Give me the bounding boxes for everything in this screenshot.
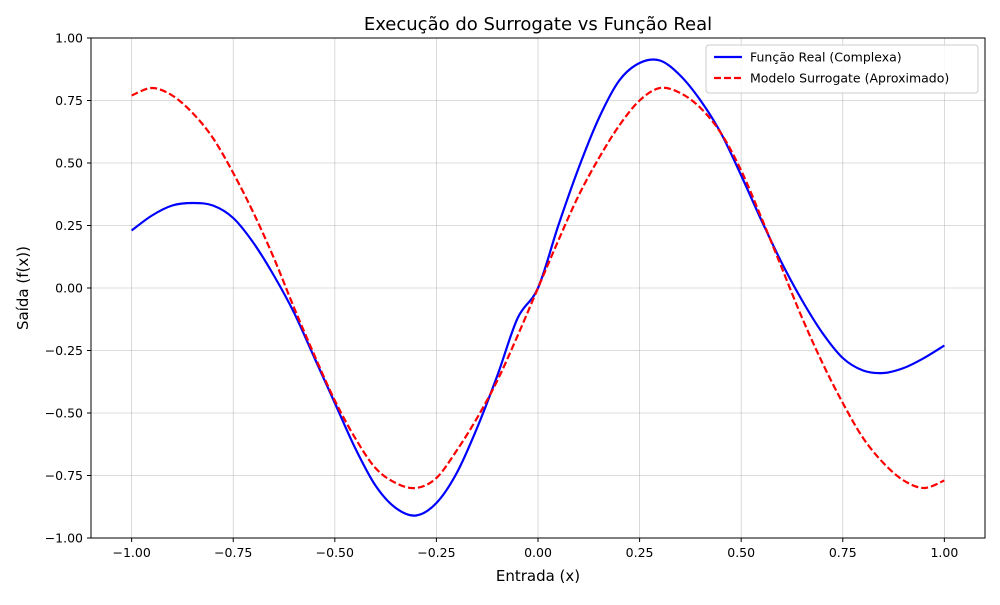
y-tick-label: 0.75 bbox=[55, 93, 83, 108]
x-tick-label: −0.50 bbox=[316, 545, 354, 560]
x-tick-label: −0.25 bbox=[417, 545, 455, 560]
y-tick-label: 0.25 bbox=[55, 218, 83, 233]
y-tick-label: −0.75 bbox=[45, 468, 83, 483]
y-tick-label: 0.50 bbox=[55, 156, 83, 171]
series-line-real bbox=[130, 58, 945, 517]
x-axis-label: Entrada (x) bbox=[496, 567, 580, 585]
series-lines bbox=[130, 58, 945, 517]
x-tick-label: 0.75 bbox=[829, 545, 857, 560]
y-tick-label: 0.00 bbox=[55, 281, 83, 296]
x-tick-label: 0.00 bbox=[524, 545, 552, 560]
x-tick-label: −0.75 bbox=[214, 545, 252, 560]
y-tick-label: 1.00 bbox=[55, 31, 83, 46]
y-tick-label: −1.00 bbox=[45, 531, 83, 546]
y-tick-label: −0.25 bbox=[45, 343, 83, 358]
legend-box bbox=[705, 44, 979, 94]
y-axis-label: Saída (f(x)) bbox=[14, 246, 32, 330]
chart-title: Execução do Surrogate vs Função Real bbox=[364, 14, 712, 35]
series-line-surrogate bbox=[131, 86, 945, 490]
legend: Função Real (Complexa) Modelo Surrogate … bbox=[705, 44, 979, 94]
ticks: −1.00 −0.75 −0.50 −0.25 0.00 0.25 0.50 0.75 1.00… bbox=[45, 31, 959, 561]
y-tick-label: −0.50 bbox=[45, 406, 83, 421]
legend-label-real: Função Real (Complexa) bbox=[750, 50, 902, 65]
x-tick-label: 0.25 bbox=[626, 545, 654, 560]
x-tick-label: 0.50 bbox=[727, 545, 755, 560]
legend-label-surrogate: Modelo Surrogate (Aproximado) bbox=[750, 71, 949, 86]
x-tick-label: 1.00 bbox=[930, 545, 958, 560]
x-tick-label: −1.00 bbox=[112, 545, 150, 560]
